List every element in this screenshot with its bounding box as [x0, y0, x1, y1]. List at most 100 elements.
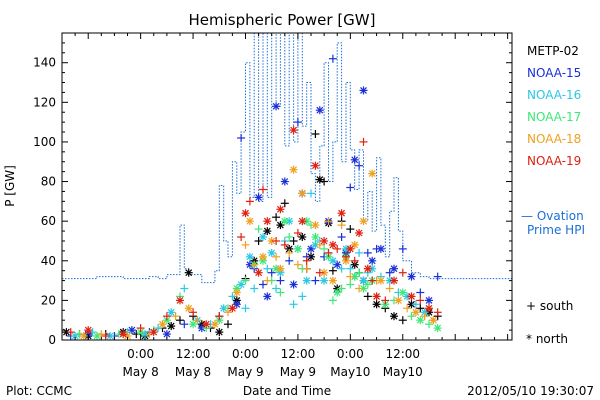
- data-point-south: [66, 328, 75, 337]
- x-tick-time-label: 0:00: [127, 347, 154, 361]
- data-point-south: [272, 237, 281, 245]
- data-point-south: [171, 312, 180, 321]
- data-point-north: [372, 300, 381, 309]
- data-point-north: [241, 209, 250, 218]
- y-axis: 0 20 40 60 80 100 120 140: [33, 32, 512, 347]
- data-point-south: [433, 308, 442, 317]
- data-point-south: [302, 256, 311, 265]
- data-point-south: [97, 330, 106, 339]
- data-point-north: [263, 217, 272, 226]
- data-point-south: [398, 316, 407, 325]
- data-point-north: [394, 296, 403, 305]
- x-tick-time-label: 0:00: [337, 347, 364, 361]
- data-point-south: [250, 260, 259, 269]
- data-point-north: [254, 268, 263, 277]
- data-point-north: [398, 288, 407, 297]
- data-point-north: [368, 169, 377, 178]
- data-point-north: [263, 292, 272, 301]
- y-tick-label: 40: [41, 254, 56, 268]
- data-point-north: [210, 320, 219, 329]
- data-point-north: [215, 328, 224, 337]
- data-point-south: [245, 197, 254, 206]
- x-tick-time-label: 12:00: [281, 347, 316, 361]
- data-point-south: [180, 284, 189, 293]
- data-point-north: [376, 244, 385, 253]
- data-point-south: [101, 332, 110, 340]
- data-point-north: [311, 161, 320, 170]
- data-point-south: [272, 252, 281, 261]
- data-point-south: [162, 312, 171, 321]
- marker-legend-south: + south: [526, 299, 573, 313]
- data-point-south: [346, 264, 355, 273]
- data-point-south: [359, 137, 368, 146]
- data-point-south: [385, 268, 394, 277]
- data-point-south: [237, 233, 246, 241]
- data-point-south: [237, 134, 246, 142]
- data-point-south: [154, 324, 163, 333]
- data-point-south: [254, 225, 263, 234]
- data-point-south: [285, 248, 294, 257]
- data-point-south: [263, 264, 272, 273]
- data-point-south: [407, 312, 416, 321]
- data-point-south: [346, 280, 355, 289]
- legend-entry: NOAA-16: [527, 88, 581, 102]
- data-point-north: [245, 217, 254, 226]
- data-point-north: [359, 276, 368, 285]
- data-point-south: [276, 288, 285, 297]
- data-point-north: [127, 326, 136, 335]
- ovation-line-group: [62, 32, 512, 284]
- footer-plot-credit: Plot: CCMC: [6, 384, 72, 398]
- data-point-north: [167, 308, 176, 317]
- data-point-south: [385, 284, 394, 293]
- data-point-south: [272, 284, 281, 293]
- y-axis-label: P [GW]: [3, 165, 17, 207]
- data-point-north: [346, 244, 355, 253]
- data-point-north: [368, 256, 377, 265]
- ovation-legend-line2: Prime HPI: [527, 223, 585, 237]
- data-point-north: [328, 276, 337, 285]
- y-tick-label: 140: [33, 56, 56, 70]
- data-point-south: [420, 312, 429, 321]
- data-point-north: [79, 332, 88, 340]
- data-point-north: [263, 227, 272, 236]
- data-point-south: [285, 256, 294, 265]
- data-point-north: [433, 324, 442, 333]
- data-point-north: [184, 268, 193, 277]
- data-point-south: [254, 237, 263, 245]
- data-point-south: [176, 316, 184, 325]
- data-points-group: [62, 54, 442, 340]
- data-point-north: [245, 252, 254, 261]
- x-axis: 0:00 May 8 12:00 May 8 0:00 May 9 12:00 May 9 0:…: [61, 33, 509, 379]
- footer-timestamp: 2012/05/10 19:30:07: [467, 384, 594, 398]
- data-point-north: [390, 276, 398, 285]
- data-point-north: [232, 288, 241, 297]
- legend-entry: METP-02: [527, 44, 579, 58]
- data-point-south: [276, 276, 285, 285]
- data-point-south: [280, 240, 289, 249]
- data-point-south: [241, 240, 250, 249]
- data-point-north: [425, 296, 433, 305]
- data-point-south: [350, 256, 359, 265]
- data-point-north: [184, 304, 193, 313]
- data-point-north: [293, 244, 302, 253]
- chart-title: Hemispheric Power [GW]: [189, 11, 376, 29]
- data-point-south: [398, 244, 407, 253]
- data-point-south: [263, 276, 272, 285]
- data-point-south: [180, 320, 189, 329]
- legend-entry: NOAA-15: [527, 66, 581, 80]
- data-point-south: [381, 296, 390, 305]
- data-point-south: [363, 248, 372, 257]
- data-point-north: [320, 237, 329, 245]
- data-point-north: [280, 217, 289, 226]
- data-point-north: [350, 272, 359, 281]
- data-point-north: [162, 330, 171, 339]
- data-point-south: [328, 54, 337, 63]
- data-point-north: [350, 155, 359, 164]
- data-point-south: [333, 244, 342, 253]
- data-point-south: [224, 320, 232, 329]
- x-tick-date-label: May 9: [280, 365, 316, 379]
- data-point-north: [311, 221, 320, 230]
- y-tick-label: 100: [33, 135, 56, 149]
- data-point-north: [311, 233, 320, 241]
- data-point-north: [276, 264, 285, 273]
